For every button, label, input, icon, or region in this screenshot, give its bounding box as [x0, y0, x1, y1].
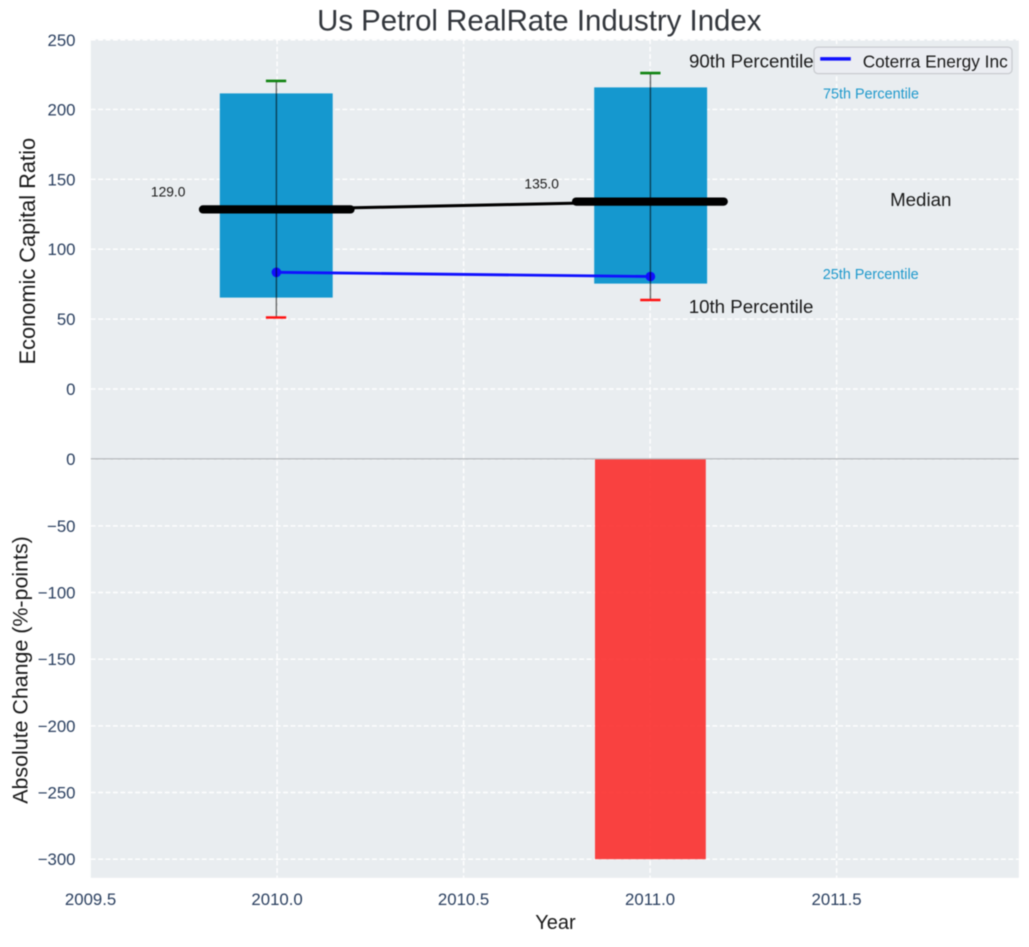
- svg-text:2009.5: 2009.5: [65, 890, 116, 909]
- svg-text:Absolute Change (%-points): Absolute Change (%-points): [9, 536, 33, 804]
- svg-text:0: 0: [66, 380, 75, 399]
- svg-text:129.0: 129.0: [151, 185, 186, 200]
- svg-text:100: 100: [48, 240, 76, 259]
- svg-text:Median: Median: [890, 189, 951, 210]
- svg-text:50: 50: [57, 310, 76, 329]
- svg-text:90th Percentile: 90th Percentile: [689, 51, 814, 72]
- svg-text:250: 250: [48, 31, 76, 50]
- svg-text:Coterra Energy Inc: Coterra Energy Inc: [863, 52, 1008, 72]
- svg-text:−300: −300: [38, 850, 76, 869]
- svg-text:200: 200: [48, 100, 76, 119]
- svg-text:10th Percentile: 10th Percentile: [689, 296, 814, 317]
- svg-text:25th Percentile: 25th Percentile: [823, 267, 919, 283]
- svg-text:−200: −200: [38, 717, 76, 736]
- svg-text:Year: Year: [535, 912, 576, 934]
- svg-text:−150: −150: [38, 650, 76, 669]
- svg-text:2011.0: 2011.0: [625, 890, 675, 909]
- svg-text:150: 150: [48, 170, 76, 189]
- svg-text:0: 0: [66, 450, 75, 469]
- svg-text:75th Percentile: 75th Percentile: [823, 86, 919, 102]
- svg-text:Us Petrol RealRate Industry In: Us Petrol RealRate Industry Index: [317, 5, 762, 38]
- svg-text:2010.0: 2010.0: [251, 890, 302, 909]
- svg-text:Economic Capital Ratio: Economic Capital Ratio: [15, 138, 40, 365]
- svg-text:2011.5: 2011.5: [812, 890, 862, 909]
- svg-text:−100: −100: [38, 584, 76, 603]
- svg-text:2010.5: 2010.5: [438, 890, 489, 909]
- svg-text:−250: −250: [38, 784, 76, 803]
- svg-text:−50: −50: [47, 517, 75, 536]
- svg-text:135.0: 135.0: [524, 177, 559, 192]
